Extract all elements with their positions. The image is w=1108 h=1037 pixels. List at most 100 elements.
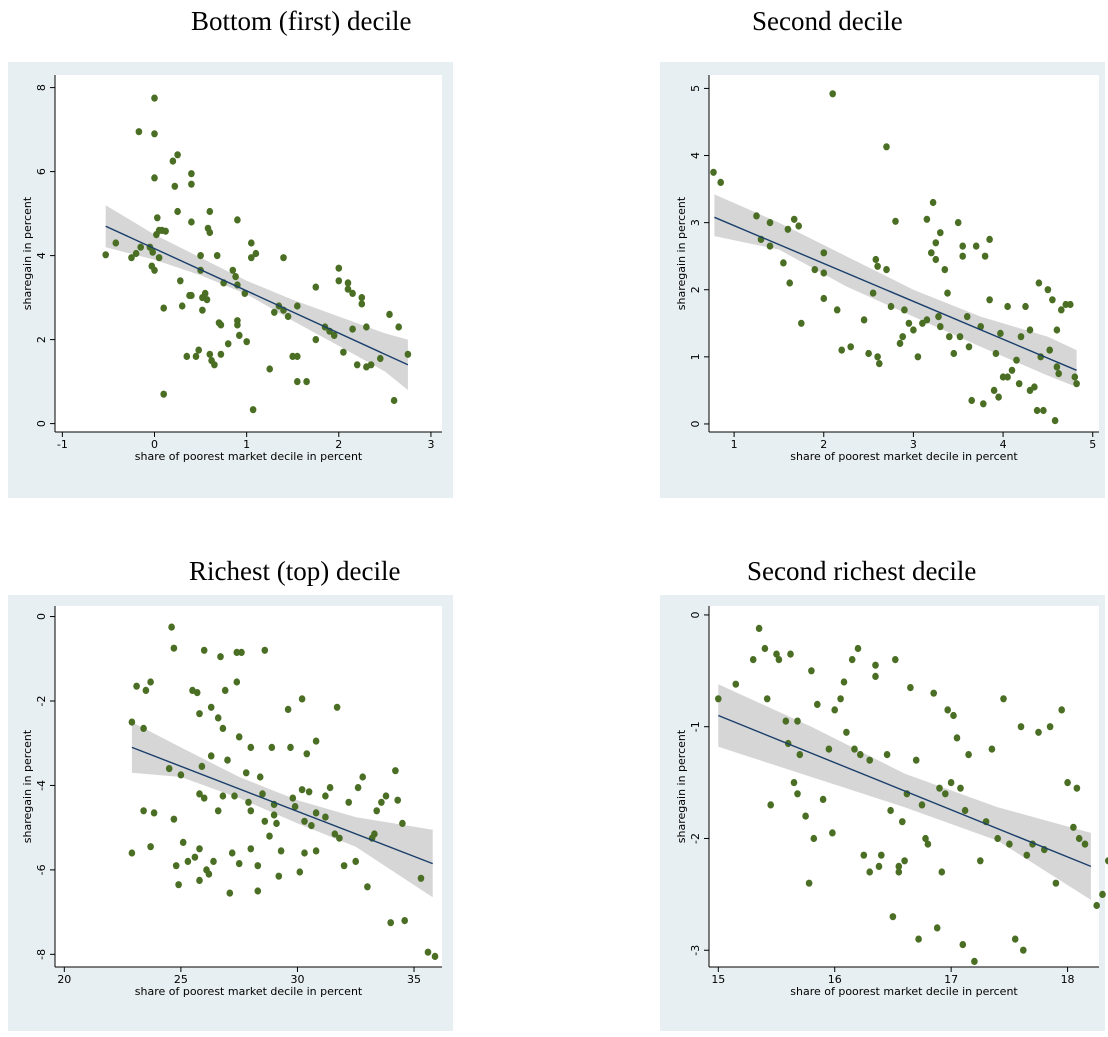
data-point [154,214,161,222]
data-point [1031,383,1038,391]
data-point [206,228,214,237]
data-point [270,811,278,819]
data-point [174,207,181,216]
data-point [149,248,156,256]
data-point [715,695,722,703]
confidence-band [714,194,1077,387]
data-point [301,817,308,825]
data-point [289,794,297,802]
x-axis-label: share of poorest market decile in percen… [790,450,1018,463]
data-point [140,724,147,733]
data-point [168,623,175,631]
y-tick-label: 4 [689,152,702,159]
data-point [761,644,769,653]
y-tick-label: 1 [689,353,702,360]
chart-panel-second-decile: 1 2 3 4 5 0 1 2 3 4 5 share of poorest market decil… [660,62,1105,498]
data-point [901,857,908,865]
data-point [248,254,255,262]
x-tick-label: 15 [711,973,725,986]
data-point [883,751,891,759]
data-point [256,773,264,781]
data-point [198,762,206,771]
data-point [892,217,899,225]
data-point [284,705,292,714]
data-point [795,222,802,230]
data-point [829,829,836,837]
data-point [133,682,140,690]
data-point [235,733,243,741]
data-point [753,212,760,220]
data-point [280,254,287,262]
data-point [394,796,402,804]
data-point [1008,366,1016,374]
data-point [188,291,195,300]
data-point [865,349,872,358]
data-point [848,656,856,664]
data-point [305,788,313,796]
data-point [1070,823,1077,831]
data-point [171,182,179,190]
data-point [1017,333,1025,341]
data-point [963,313,971,321]
data-point [128,849,136,857]
data-point [1053,363,1061,371]
x-tick-label: 35 [407,973,421,986]
data-point [875,862,883,871]
data-point [254,887,262,895]
data-point [981,252,989,260]
x-tick-label: 3 [910,438,917,451]
data-point [177,277,184,285]
data-point [944,706,951,714]
data-point [924,840,932,848]
data-point [986,235,993,243]
fitted-line [105,225,409,366]
x-tick-label: 18 [1061,973,1075,986]
data-point [749,656,757,664]
data-point [287,743,294,752]
data-point [359,773,367,781]
data-point [851,745,858,753]
data-point [235,860,243,868]
data-point [213,252,221,260]
confidence-band [131,722,433,898]
data-point [364,883,371,891]
fitted-line [718,714,1092,868]
data-point [1053,326,1061,334]
data-point [892,656,899,664]
data-point [349,325,356,333]
data-point [980,400,987,408]
data-point [944,289,951,297]
data-point [147,843,154,851]
data-point [840,678,848,686]
data-point [404,350,412,358]
data-point [358,300,366,308]
data-point [895,862,903,871]
data-point [193,689,201,697]
chart-title-second-richest-decile: Second richest decile [747,556,977,586]
data-point [191,853,199,861]
data-point [942,790,949,798]
data-point [923,316,931,324]
data-point [238,648,245,657]
data-point [1105,857,1108,865]
data-point [214,807,222,815]
data-point [755,624,763,633]
y-tick-label: 0 [689,420,702,427]
data-point [782,717,790,725]
data-point [1004,373,1011,381]
data-point [151,174,158,182]
data-point [249,406,257,414]
data-point [929,198,937,207]
chart-panel-second-richest-decile: 15 16 17 18 -3 -2 -1 0 share of poorest market d… [660,595,1108,1031]
data-point [819,795,827,804]
data-point [1033,406,1041,415]
data-point [266,832,273,840]
data-point [228,849,236,857]
data-point [335,277,343,285]
data-point [901,306,908,314]
data-point [959,941,967,949]
data-point [805,879,813,887]
data-point [142,686,150,695]
data-point [869,289,877,297]
data-point [1023,851,1031,859]
